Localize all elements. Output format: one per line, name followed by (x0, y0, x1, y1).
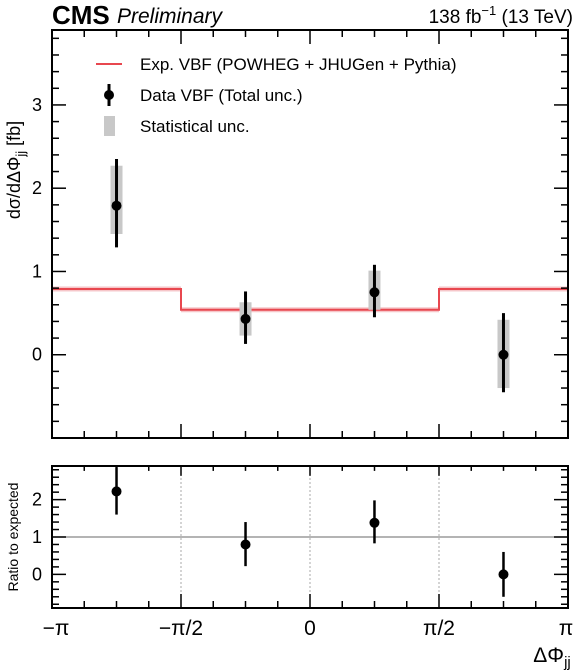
ratio-y-tick-label: 1 (32, 527, 42, 547)
main-y-tick-label: 1 (32, 261, 42, 281)
x-tick-label: π/2 (423, 617, 455, 640)
main-plot-frame (51, 29, 569, 439)
legend-data-label: Data VBF (Total unc.) (140, 86, 303, 105)
expected-line (52, 287, 568, 311)
ratio-panel: 0 1 2 Ratio to expected (5, 465, 569, 609)
cms-label: CMS (52, 0, 110, 30)
legend-data-swatch-marker (104, 90, 114, 100)
x-axis-label: ΔΦjj (533, 644, 570, 671)
main-y-tick-label: 3 (32, 95, 42, 115)
legend: Exp. VBF (POWHEG + JHUGen + Pythia) Data… (96, 55, 456, 136)
main-y-axis-label: dσ/dΔΦjj [fb] (4, 121, 28, 219)
x-tick-label: 0 (304, 617, 316, 640)
x-tick-label: −π/2 (159, 617, 203, 640)
ratio-y-tick-label: 0 (32, 564, 42, 584)
data-point (111, 200, 122, 211)
ratio-y-axis-label: Ratio to expected (5, 483, 21, 592)
ratio-point (240, 539, 251, 550)
x-tick-label: π (559, 617, 574, 640)
ratio-y-tick-label: 2 (32, 490, 42, 510)
lumi-label: 138 fb−1 (13 TeV) (429, 3, 573, 28)
ratio-point (369, 517, 380, 528)
data-point (498, 349, 509, 360)
preliminary-label: Preliminary (117, 5, 224, 28)
main-y-tick-label: 0 (32, 345, 42, 365)
legend-stat-label: Statistical unc. (140, 117, 250, 136)
main-y-tick-label: 2 (32, 178, 42, 198)
legend-stat-swatch (104, 116, 115, 136)
legend-expected-label: Exp. VBF (POWHEG + JHUGen + Pythia) (140, 55, 456, 74)
data-point (369, 287, 380, 298)
main-panel: 0 1 2 3 dσ/dΔΦjj [fb] Exp. VBF (POWHEG + JH… (4, 29, 569, 439)
ratio-point (111, 486, 122, 497)
data-point (240, 313, 251, 324)
ratio-point (498, 569, 509, 580)
x-tick-label: −π (43, 617, 70, 640)
